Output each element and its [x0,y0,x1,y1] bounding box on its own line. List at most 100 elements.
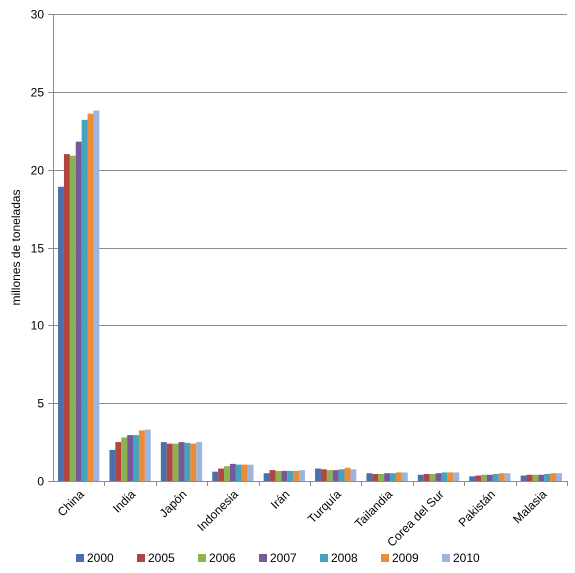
bar-2010-irán [299,470,305,481]
bar-2007-china [75,141,82,481]
x-category-label: Pakistán [456,487,498,529]
bar-2005-japón [166,443,173,481]
bar-2000-malasia [520,475,527,481]
bar-2005-pakistán [475,475,482,481]
bar-2010-india [144,429,151,481]
x-category-label: Malasia [510,487,549,526]
bar-2007-pakistán [486,474,493,481]
bar-2005-china [63,154,70,481]
legend-swatch-2008 [320,554,328,562]
y-tick-label: 10 [31,319,45,333]
bar-2005-india [115,442,122,481]
bar-2007-india [127,435,134,481]
bar-2009-corea-del-sur [447,472,454,481]
bar-2008-pakistán [492,474,499,481]
bar-2008-malasia [544,474,551,481]
legend-swatch-2000 [76,554,84,562]
bar-2010-turquía [350,469,357,481]
bar-2008-china [81,119,88,481]
bar-2000-tailandia [366,473,373,481]
bar-2009-china [87,113,94,481]
bar-2009-turquía [344,467,351,481]
bar-2010-indonesia [247,464,254,481]
bar-2005-irán [269,470,276,481]
bar-2007-japón [178,442,185,481]
bar-2006-tailandia [378,474,385,481]
bar-2000-irán [263,473,270,481]
bar-2008-tailandia [390,473,396,481]
bar-2000-corea-del-sur [417,474,424,481]
y-tick-label: 30 [31,8,45,22]
bar-2006-india [121,437,128,481]
bar-2005-indonesia [218,468,225,481]
bar-2007-turquía [332,470,339,481]
bar-2009-tailandia [395,472,402,481]
bar-2010-pakistán [504,473,511,481]
bar-2000-japón [160,442,167,481]
bar-2006-indonesia [224,466,230,481]
bar-2009-irán [293,470,300,481]
legend-label-2008: 2008 [331,551,358,565]
bar-2005-malasia [526,474,533,481]
bar-2006-turquía [326,470,333,481]
bar-2008-irán [287,470,294,481]
bar-2007-malasia [538,474,545,481]
bar-2006-corea-del-sur [429,474,436,481]
x-category-label: Indonesia [194,487,241,534]
bar-2000-indonesia [212,471,219,481]
bar-2010-china [93,110,100,481]
x-category-label: Japón [157,487,190,520]
y-tick-label: 5 [37,397,44,411]
bar-2007-irán [281,470,288,481]
bar-2009-pakistán [498,473,505,481]
x-category-label: Irán [268,487,293,512]
legend-swatch-2007 [259,554,267,562]
bar-2008-turquía [338,469,345,481]
bar-2007-tailandia [384,473,391,481]
legend-label-2010: 2010 [453,551,480,565]
bar-2008-india [133,435,139,481]
bar-2010-tailandia [401,472,408,481]
bar-2007-corea-del-sur [435,473,442,481]
bar-2009-indonesia [241,464,248,481]
bar-2010-corea-del-sur [453,472,460,481]
legend-swatch-2006 [198,554,206,562]
bar-2009-japón [190,443,197,481]
legend-label-2000: 2000 [87,551,114,565]
bar-2000-china [58,186,64,482]
bar-2008-japón [184,442,191,481]
legend-label-2009: 2009 [392,551,419,565]
y-tick-label: 20 [31,164,45,178]
bar-2010-malasia [556,473,562,481]
legend-label-2005: 2005 [148,551,175,565]
x-category-label: Tailandia [352,487,396,531]
legend-label-2006: 2006 [209,551,236,565]
legend-swatch-2005 [137,554,145,562]
bar-2005-tailandia [372,474,379,481]
bar-2006-china [69,155,76,481]
legend-swatch-2010 [442,554,450,562]
bar-2009-malasia [550,473,557,481]
x-category-label: Turquía [305,487,344,526]
x-category-label: China [55,487,87,519]
y-tick-label: 25 [31,86,45,100]
bar-2008-indonesia [235,464,242,481]
bar-2005-corea-del-sur [423,474,430,481]
bar-2008-corea-del-sur [441,472,448,481]
bar-2000-pakistán [469,476,476,481]
legend-label-2007: 2007 [270,551,297,565]
bar-2006-malasia [532,474,539,481]
y-tick-label: 15 [31,242,45,256]
x-category-label: India [110,487,139,516]
bar-2005-turquía [320,469,327,481]
bar-2006-pakistán [481,474,487,481]
bar-2000-india [109,449,116,481]
legend-swatch-2009 [381,554,389,562]
bar-2006-irán [275,470,282,481]
bar-2006-japón [172,443,179,481]
y-axis-title: millones de toneladas [9,189,23,305]
bar-2000-turquía [315,468,321,481]
bar-2007-indonesia [229,463,236,481]
